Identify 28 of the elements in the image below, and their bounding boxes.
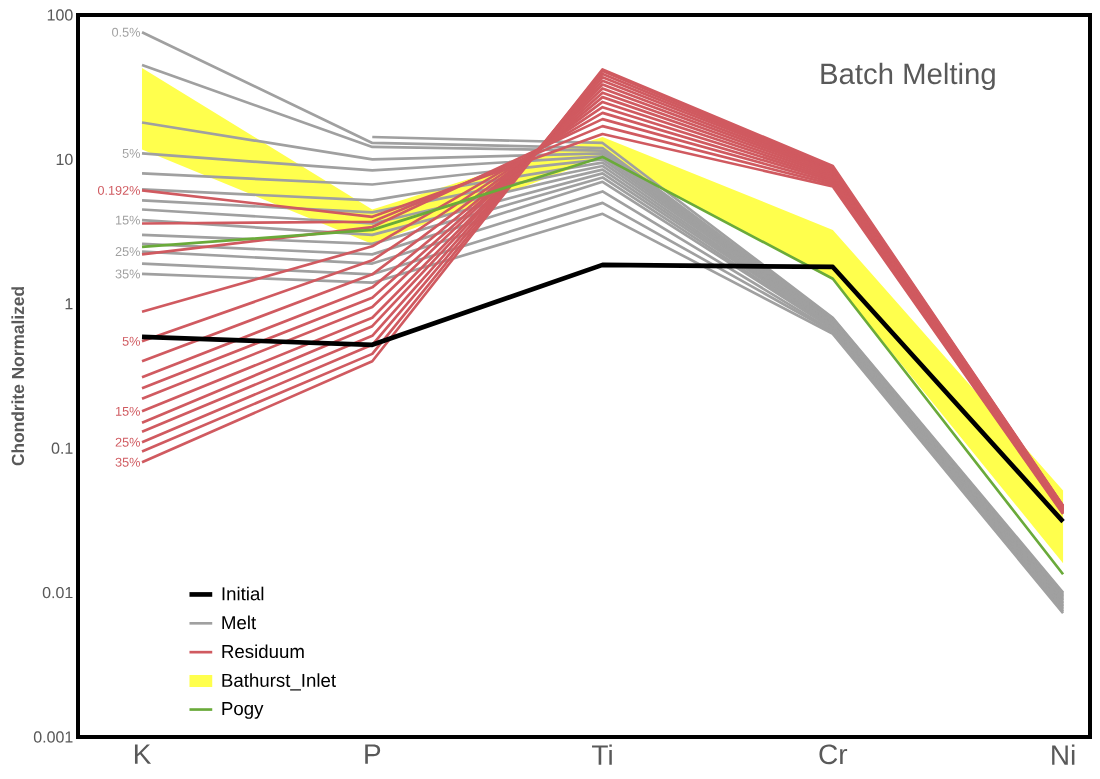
y-tick-label: 1 — [65, 298, 73, 310]
annotation: 5% — [122, 336, 140, 346]
annotation: 0.192% — [97, 185, 140, 195]
x-tick-label: P — [365, 744, 381, 764]
text: Batch Melting — [821, 62, 995, 91]
y-tick-label: 100 — [47, 9, 73, 21]
legend-label: Pogy — [222, 702, 264, 719]
legend-label: Initial — [222, 586, 264, 601]
annotation: 5% — [122, 148, 140, 158]
annotation: 0.5% — [112, 27, 140, 37]
annotation: 25% — [115, 437, 140, 447]
annotation: 35% — [115, 269, 140, 279]
x-tick-label: K — [134, 744, 152, 764]
y-tick-label: 0.1 — [51, 442, 73, 454]
y-tick-label: 10 — [56, 153, 73, 166]
x-tick-label: Cr — [819, 744, 848, 765]
x-tick-label: Ti — [592, 744, 612, 765]
legend-label: Melt — [222, 615, 257, 630]
annotation: 15% — [116, 406, 140, 416]
y-axis-title: Chondrite Normalized — [11, 287, 25, 466]
legend-label: Bathurst_Inlet — [222, 673, 336, 691]
annotation: 25% — [115, 247, 140, 257]
annotation: 35% — [115, 457, 140, 467]
annotation: 15% — [116, 215, 140, 225]
y-tick-label: 0.01 — [42, 586, 73, 599]
x-tick-label: Ni — [1052, 744, 1075, 765]
y-tick-label: 0.001 — [33, 731, 73, 743]
legend-label: Residuum — [222, 644, 304, 659]
